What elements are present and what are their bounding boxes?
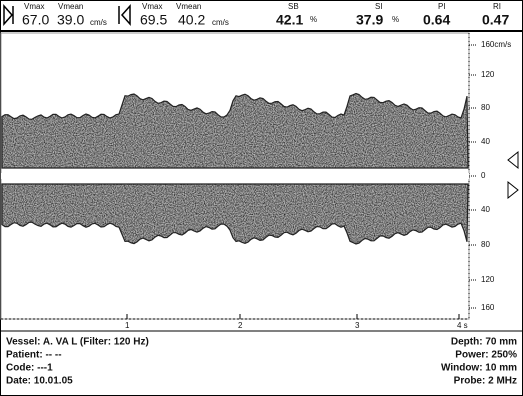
- unit: cm/s: [212, 18, 229, 27]
- label: SI: [375, 2, 383, 11]
- scale-label: 40: [481, 137, 490, 146]
- value: 69.5: [140, 12, 167, 28]
- label: SB: [288, 2, 299, 11]
- scale-label: 80: [481, 240, 490, 249]
- value: 37.9: [356, 12, 383, 28]
- scale-label: 160: [481, 303, 495, 312]
- value: 42.1: [276, 12, 303, 28]
- label: PI: [438, 2, 446, 11]
- label: Vmax: [142, 2, 162, 11]
- scale-label: 80: [481, 103, 490, 112]
- value: 0.47: [482, 12, 509, 28]
- unit: %: [392, 15, 399, 24]
- scale-label: 0: [481, 171, 486, 180]
- value: 67.0: [22, 12, 49, 28]
- scale-label: 120: [481, 70, 495, 79]
- label: RI: [493, 2, 501, 11]
- value: 0.64: [423, 12, 450, 28]
- footer-info: Probe: 2 MHz: [454, 376, 517, 387]
- time-label: 2: [238, 321, 243, 330]
- value: 39.0: [57, 12, 84, 28]
- unit: %: [310, 15, 317, 24]
- scale-label: 40: [481, 205, 490, 214]
- footer-info: Depth: 70 mm: [451, 337, 517, 348]
- label: Vmax: [24, 2, 44, 11]
- footer-info: Power: 250%: [455, 350, 517, 361]
- unit: cm/s: [90, 18, 107, 27]
- doppler-screen: Vmax Vmean 67.0 39.0 cm/s Vmax Vmean 69.…: [0, 0, 523, 396]
- label: Vmean: [176, 2, 201, 11]
- time-label: 1: [125, 321, 130, 330]
- scale-label: 160cm/s: [481, 40, 511, 49]
- footer-info: Code: ---1: [6, 363, 53, 374]
- time-label: 3: [355, 321, 360, 330]
- footer-info: Date: 10.01.05: [6, 376, 73, 387]
- footer-info: Patient: -- --: [6, 350, 62, 361]
- footer-info: Vessel: A. VA L (Filter: 120 Hz): [6, 337, 149, 348]
- label: Vmean: [58, 2, 83, 11]
- time-label: 4 s: [457, 321, 468, 330]
- footer-info: Window: 10 mm: [441, 363, 517, 374]
- value: 40.2: [178, 12, 205, 28]
- scale-label: 120: [481, 275, 495, 284]
